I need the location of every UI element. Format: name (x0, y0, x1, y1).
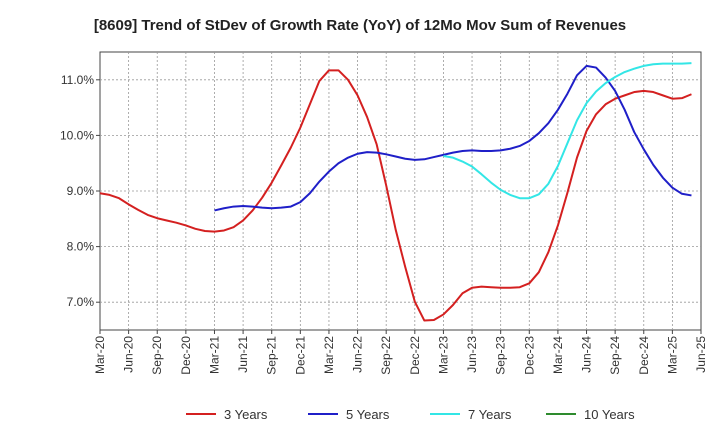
x-tick-label: Sep-23 (494, 336, 508, 375)
legend-label-7-years: 7 Years (468, 407, 512, 422)
x-tick-label: Dec-22 (408, 336, 422, 375)
y-axis-ticks: 7.0% 8.0% 9.0% 10.0% 11.0% (60, 73, 100, 309)
x-tick-label: Sep-21 (265, 336, 279, 375)
x-tick-label: Sep-20 (150, 336, 164, 375)
x-tick-label: Dec-23 (522, 336, 536, 375)
x-tick-label: Jun-22 (351, 336, 365, 373)
x-tick-label: Mar-25 (665, 336, 679, 374)
x-tick-label: Dec-24 (637, 336, 651, 375)
x-tick-label: Jun-23 (465, 336, 479, 373)
x-tick-label: Mar-20 (93, 336, 107, 374)
x-tick-label: Jun-21 (236, 336, 250, 373)
y-tick-label: 11.0% (61, 73, 94, 87)
series-line-7-years (443, 62, 692, 200)
x-tick-label: Jun-25 (694, 336, 708, 373)
x-tick-label: Sep-24 (608, 336, 622, 375)
legend-label-3-years: 3 Years (224, 407, 268, 422)
y-tick-label: 8.0% (67, 240, 95, 254)
series-line-5-years (214, 64, 692, 212)
x-tick-label: Dec-21 (293, 336, 307, 375)
chart-title: [8609] Trend of StDev of Growth Rate (Yo… (94, 17, 626, 34)
x-tick-label: Jun-20 (122, 336, 136, 373)
y-tick-label: 9.0% (67, 184, 95, 198)
series-line-3-years (99, 69, 692, 322)
x-tick-label: Dec-20 (179, 336, 193, 375)
x-tick-label: Mar-22 (322, 336, 336, 374)
x-tick-label: Mar-21 (207, 336, 221, 374)
legend-label-10-years: 10 Years (584, 407, 635, 422)
x-tick-label: Mar-23 (436, 336, 450, 374)
x-axis-ticks: Mar-20 Jun-20 Sep-20 Dec-20 Mar-21 Jun-21 Sep-… (93, 330, 708, 375)
x-tick-label: Jun-24 (580, 336, 594, 373)
legend: 3 Years 5 Years 7 Years 10 Years (186, 407, 635, 422)
x-tick-label: Sep-22 (379, 336, 393, 375)
legend-label-5-years: 5 Years (346, 407, 390, 422)
y-tick-label: 10.0% (60, 128, 94, 142)
x-tick-label: Mar-24 (551, 336, 565, 374)
series-lines (99, 62, 692, 322)
y-tick-label: 7.0% (67, 295, 95, 309)
